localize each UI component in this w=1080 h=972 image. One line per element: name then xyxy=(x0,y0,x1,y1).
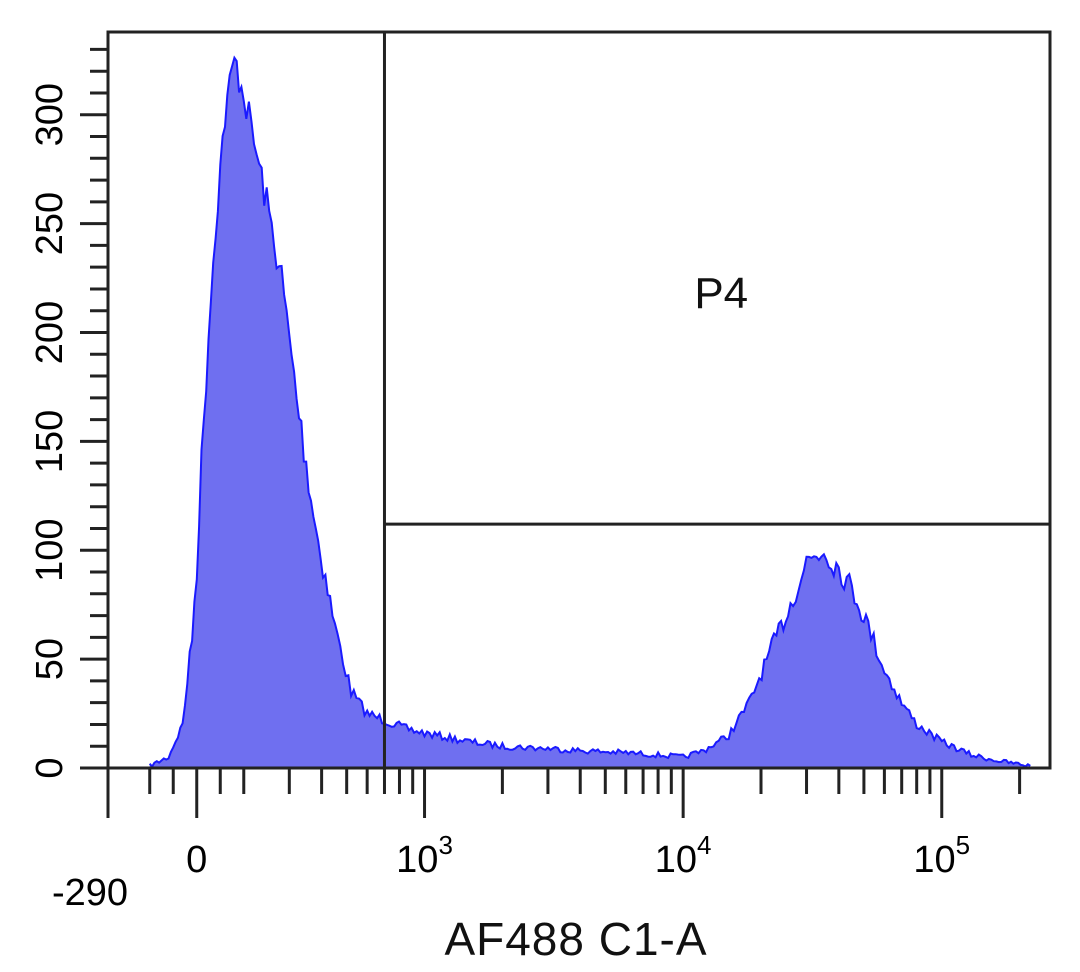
y-tick-label: 200 xyxy=(29,301,71,364)
y-axis-tick-labels: 0 50 100 150 200 250 300 xyxy=(29,83,71,779)
x-axis-min-label: -290 xyxy=(52,872,128,914)
y-tick-label: 100 xyxy=(29,518,71,581)
x-axis-tick-labels: 0 103 104 105 xyxy=(186,830,970,881)
y-axis-ticks xyxy=(80,47,108,770)
y-tick-label: 300 xyxy=(29,83,71,146)
x-tick-label: 104 xyxy=(655,830,712,881)
gate-label: P4 xyxy=(694,269,748,318)
x-tick-label: 103 xyxy=(396,830,453,881)
gate-p4: P4 xyxy=(382,32,1050,768)
y-tick-label: 150 xyxy=(29,410,71,473)
x-tick-label: 0 xyxy=(186,839,207,881)
x-tick-label: 105 xyxy=(913,830,970,881)
x-axis-ticks xyxy=(106,768,1022,818)
x-axis-title: AF488 C1-A xyxy=(444,913,707,965)
histogram-outline xyxy=(148,55,1031,769)
y-tick-label: 250 xyxy=(29,192,71,255)
y-tick-label: 0 xyxy=(29,757,71,778)
y-tick-label: 50 xyxy=(29,638,71,680)
histogram-area xyxy=(149,57,1031,768)
